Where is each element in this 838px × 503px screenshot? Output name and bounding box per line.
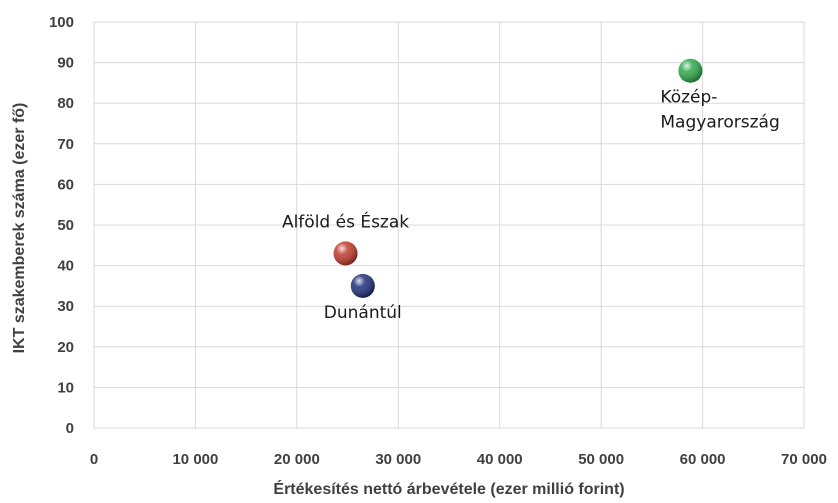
y-axis-title: IKT szakemberek száma (ezer fő) (11, 103, 28, 354)
data-point: Dunántúl (324, 273, 402, 323)
x-tick-label: 50 000 (578, 451, 624, 468)
data-point-label: Dunántúl (324, 303, 402, 323)
y-tick-label: 30 (57, 298, 74, 315)
x-tick-label: 70 000 (781, 451, 827, 468)
grid-lines (93, 21, 805, 429)
data-point-sheen (678, 58, 703, 83)
data-point-label: Közép- (660, 88, 717, 108)
x-axis-ticks: 0 10 000 20 000 30 000 40 000 50 000 60 000 70 … (90, 451, 827, 468)
data-points: Alföld és Észak Dunántúl Közép- Magyarorszá… (282, 58, 780, 323)
x-tick-label: 10 000 (172, 451, 218, 468)
y-tick-label: 50 (57, 217, 74, 234)
x-tick-label: 40 000 (477, 451, 523, 468)
y-tick-label: 80 (57, 95, 74, 112)
data-point-sheen (350, 273, 375, 298)
data-point-label: Alföld és Észak (282, 210, 409, 232)
y-axis-ticks: 0 10 20 30 40 50 60 70 80 90 100 (49, 14, 74, 437)
data-point-sheen (333, 241, 358, 266)
y-tick-label: 10 (57, 379, 74, 396)
x-tick-label: 30 000 (375, 451, 421, 468)
y-tick-label: 100 (49, 14, 74, 31)
y-tick-label: 60 (57, 176, 74, 193)
y-tick-label: 20 (57, 339, 74, 356)
y-tick-label: 70 (57, 136, 74, 153)
y-tick-label: 0 (66, 420, 74, 437)
data-point-label: Magyarország (660, 113, 779, 133)
data-point: Közép- Magyarország (660, 58, 780, 133)
y-tick-label: 40 (57, 258, 74, 275)
x-axis-title: Értékesítés nettó árbevétele (ezer milli… (273, 479, 624, 498)
data-point: Alföld és Észak (282, 210, 409, 266)
x-tick-label: 60 000 (680, 451, 726, 468)
x-tick-label: 0 (90, 451, 98, 468)
x-tick-label: 20 000 (274, 451, 320, 468)
y-tick-label: 90 (57, 55, 74, 72)
